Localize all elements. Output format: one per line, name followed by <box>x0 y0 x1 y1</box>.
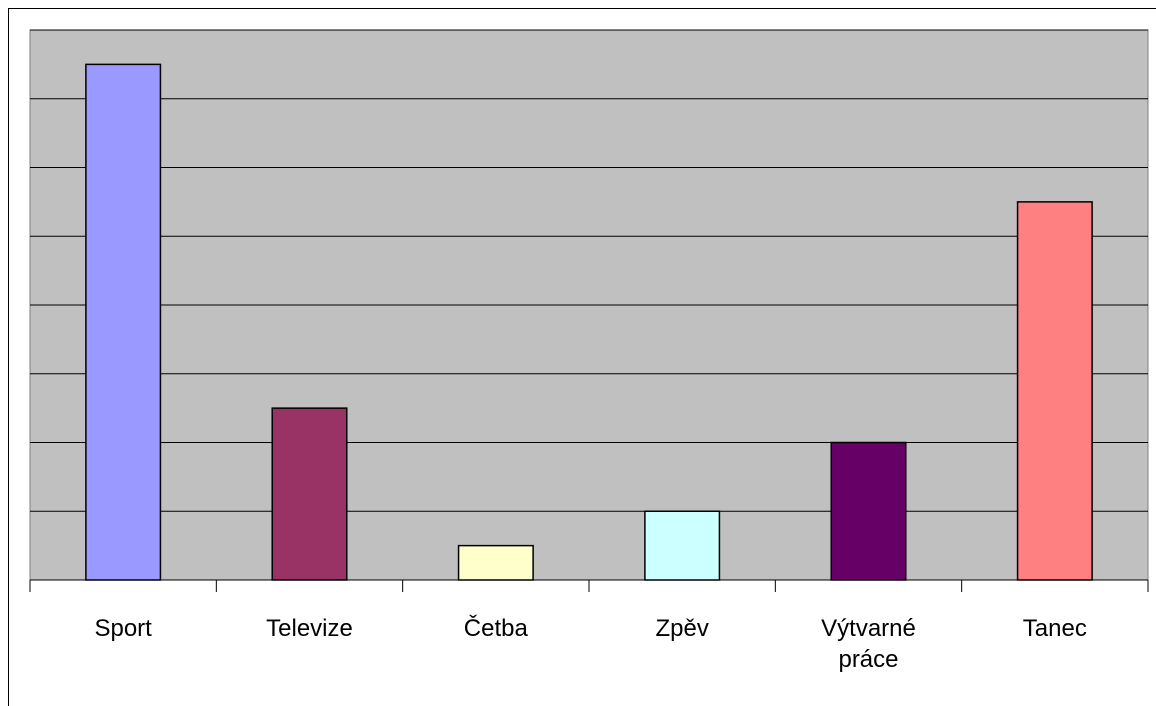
x-tick-label: Četba <box>463 615 528 642</box>
bar <box>1016 201 1093 581</box>
x-tick-label: Tanec <box>1022 615 1087 642</box>
x-tick-label: Výtvarné práce <box>821 615 916 673</box>
x-tick-label: Sport <box>94 615 152 642</box>
bar <box>85 63 162 581</box>
x-tick-label: Televize <box>266 615 353 642</box>
x-tick-label: Zpěv <box>655 615 709 642</box>
bar <box>644 510 721 581</box>
bar <box>830 441 907 581</box>
bar <box>457 544 534 581</box>
bar <box>271 407 348 581</box>
